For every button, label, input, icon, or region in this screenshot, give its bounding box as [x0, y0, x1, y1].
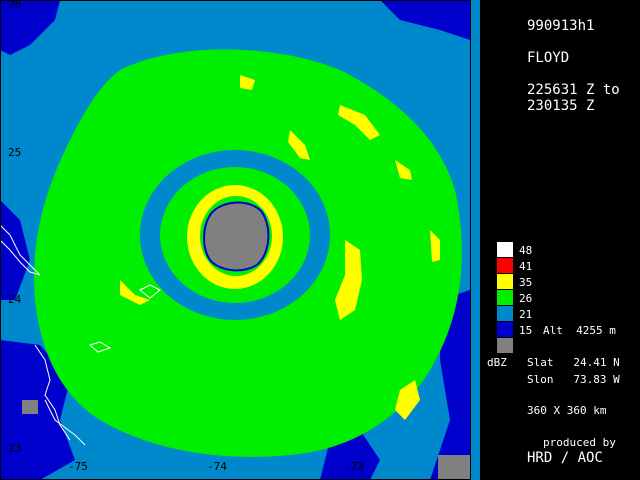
legend-swatch	[497, 258, 513, 273]
legend-value: 35	[519, 276, 533, 289]
organization: HRD / AOC	[527, 450, 603, 466]
lat-label: 24	[8, 293, 22, 306]
legend-swatch	[497, 338, 513, 353]
storm-name: FLOYD	[527, 50, 570, 66]
lon-label: -75	[68, 460, 88, 473]
coastline	[0, 224, 161, 446]
legend-value: 48	[519, 244, 533, 257]
no-data-patch	[22, 400, 38, 414]
legend-value: 21	[519, 308, 533, 321]
lon-label: -74	[207, 460, 227, 473]
no-data-corner	[438, 455, 470, 480]
lat-label: 23	[8, 442, 21, 455]
legend-value: 15	[519, 324, 533, 337]
strong-reflectivity-cells	[120, 75, 440, 420]
legend-swatch	[497, 306, 513, 321]
legend-swatch	[497, 322, 513, 337]
radar-map: 26 25 24 23 -75 -74 -73	[0, 0, 480, 480]
legend-swatch	[497, 290, 513, 305]
legend-swatch	[497, 274, 513, 289]
legend-unit: dBZ	[487, 356, 507, 369]
lat-label: 25	[8, 146, 21, 159]
produced-by: produced by	[543, 436, 616, 449]
storm-lon: Slon 73.83 W	[527, 373, 620, 386]
storm-lat: Slat 24.41 N	[527, 356, 620, 369]
domain-size: 360 X 360 km	[527, 404, 607, 417]
legend-swatch	[497, 242, 513, 257]
lat-label: 26	[8, 0, 21, 11]
eye	[203, 201, 270, 272]
legend-value: 26	[519, 292, 533, 305]
low-reflectivity-region	[0, 0, 470, 480]
time-start: 225631 Z to	[527, 82, 620, 98]
case-id: 990913h1	[527, 18, 595, 34]
lon-label: -73	[344, 460, 364, 473]
altitude: Alt 4255 m	[543, 324, 616, 337]
legend-value: 41	[519, 260, 533, 273]
time-end: 230135 Z	[527, 98, 595, 114]
